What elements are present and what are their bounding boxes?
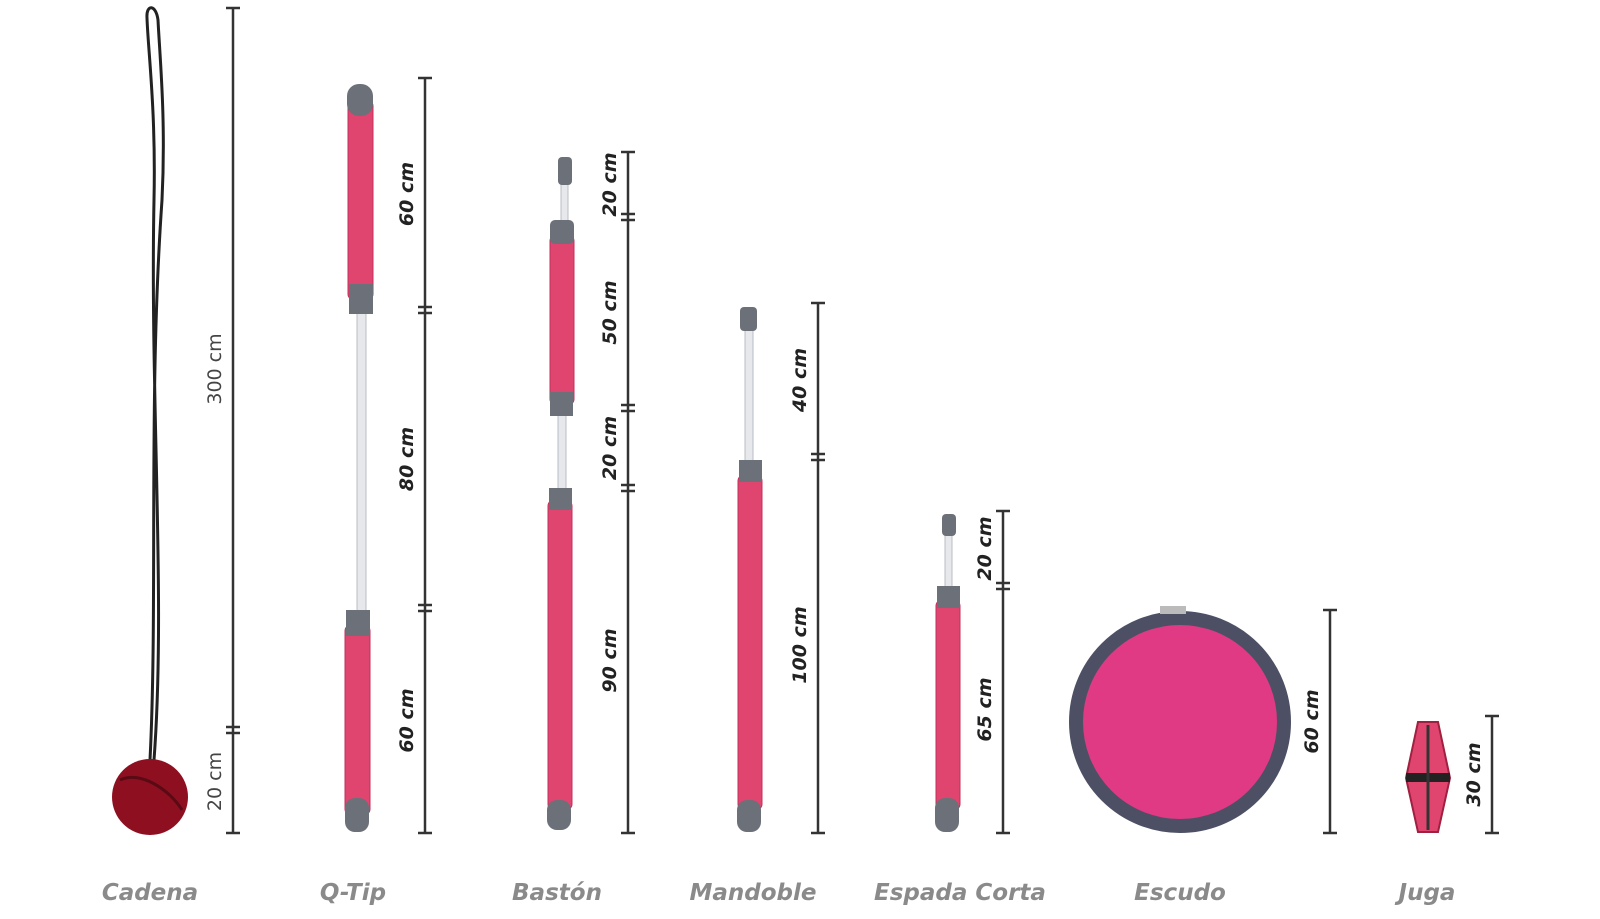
qtip-drawing (344, 84, 374, 832)
escudo-drawing (1069, 606, 1291, 833)
item-name: Bastón (512, 880, 602, 906)
measurement-label: 50 cm (599, 280, 621, 344)
item-name: Juga (1395, 880, 1456, 906)
juga-drawing (1404, 721, 1452, 833)
measurement-label: 20 cm (599, 152, 621, 216)
measurement-label: 20 cm (204, 752, 226, 811)
measurement-label: 90 cm (599, 628, 621, 692)
item-name: Espada Corta (874, 880, 1046, 906)
baston-drawing (547, 157, 575, 830)
measurement-label: 40 cm (789, 348, 811, 413)
cadena-drawing (112, 6, 188, 835)
item-name: Escudo (1134, 880, 1226, 906)
measurement-label: 20 cm (974, 516, 996, 580)
measurement-label: 80 cm (396, 427, 418, 491)
measurement-label: 30 cm (1463, 742, 1485, 806)
mandoble-drawing (737, 307, 763, 832)
measurement-label: 300 cm (204, 333, 226, 404)
measurement-label: 100 cm (789, 606, 811, 683)
espada-corta-drawing (935, 514, 961, 832)
item-name: Cadena (102, 880, 198, 906)
measurement-label: 20 cm (599, 416, 621, 480)
measurement-label: 60 cm (396, 162, 418, 226)
item-name: Q-Tip (320, 880, 386, 906)
measurement-label: 60 cm (396, 688, 418, 752)
measurement-label: 60 cm (1301, 689, 1323, 753)
measurement-label: 65 cm (974, 677, 996, 741)
item-name: Mandoble (690, 880, 817, 906)
